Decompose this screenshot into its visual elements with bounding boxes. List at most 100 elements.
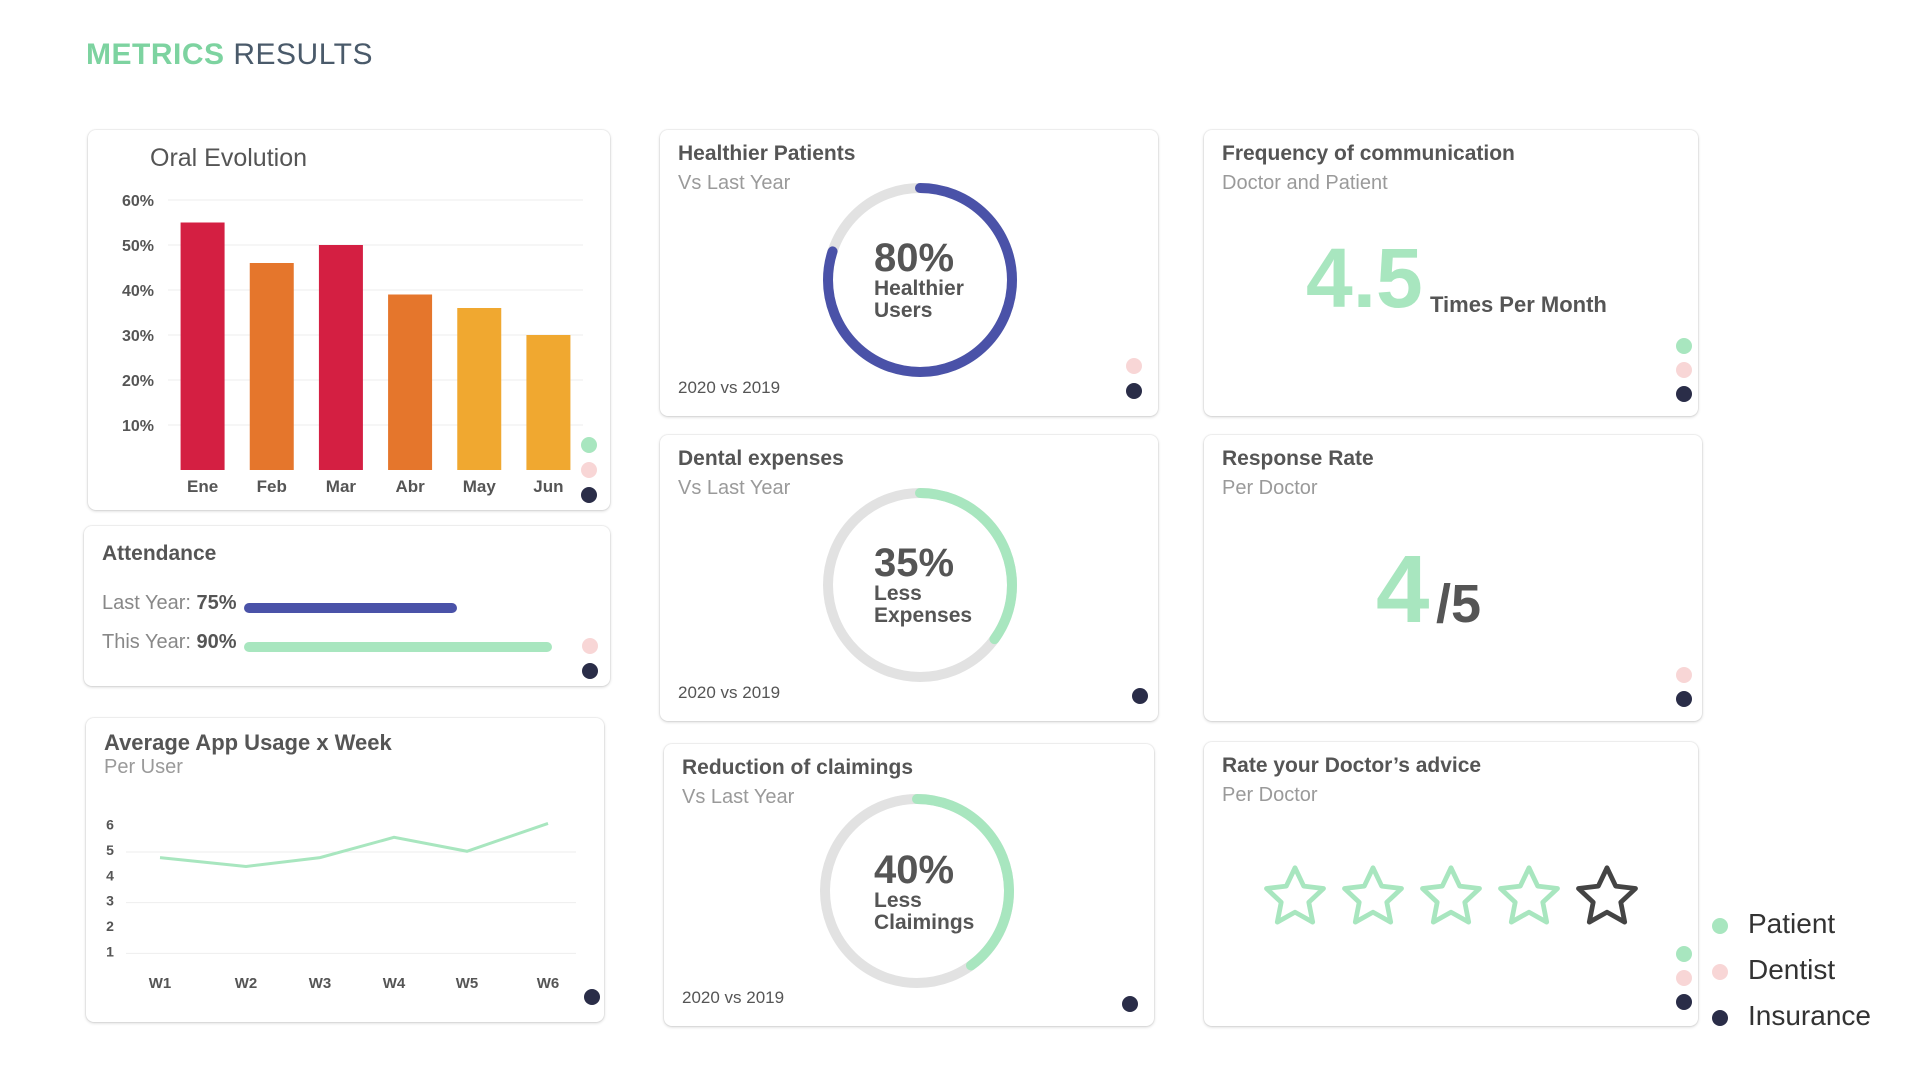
- dental-footer: 2020 vs 2019: [678, 683, 781, 702]
- x-tick-label: W1: [149, 975, 172, 992]
- frequency-title: Frequency of communication: [1222, 142, 1515, 165]
- attendance-card: Attendance Last Year: 75% This Year: 90%: [84, 526, 610, 686]
- dental-label-1: Less: [874, 582, 922, 605]
- attendance-last-year-bar: [244, 603, 458, 613]
- claims-percent: 40%: [874, 848, 955, 892]
- star-shape: [1576, 865, 1638, 925]
- app-usage-line: [159, 821, 549, 868]
- star-icon[interactable]: [1337, 860, 1409, 932]
- star-shape: [1498, 865, 1560, 925]
- star-icon[interactable]: [1415, 860, 1487, 932]
- insurance-dot: [1676, 386, 1692, 402]
- insurance-dot: [584, 989, 600, 1005]
- bar-feb: [249, 263, 294, 470]
- attendance-this-year-label: This Year:: [102, 631, 191, 653]
- dentist-dot: [1676, 970, 1692, 986]
- dental-ring-text: 35% Less Expenses: [874, 543, 972, 627]
- x-tick-label: Jun: [533, 477, 563, 496]
- bar-ene: [180, 222, 225, 470]
- dental-title: Dental expenses: [678, 447, 844, 470]
- ring-progress: [823, 183, 1017, 377]
- attendance-this-year: This Year: 90%: [102, 631, 237, 654]
- response-title: Response Rate: [1222, 447, 1374, 470]
- y-tick-label: 10%: [122, 418, 154, 435]
- bar-may: [457, 308, 502, 470]
- healthier-percent: 80%: [874, 236, 955, 280]
- healthier-footer: 2020 vs 2019: [678, 378, 781, 397]
- healthier-label-2: Users: [874, 299, 933, 322]
- y-tick-label: 1: [106, 943, 114, 959]
- legend-patient-dot: [1712, 918, 1728, 934]
- rating-subtitle: Per Doctor: [1222, 784, 1318, 806]
- healthier-ring-text: 80% Healthier Users: [874, 238, 964, 322]
- dental-label-2: Expenses: [874, 604, 973, 627]
- y-tick-label: 4: [106, 867, 114, 883]
- claims-ring-text: 40% Less Claimings: [874, 850, 974, 934]
- frequency-value: 4.5: [1306, 231, 1423, 325]
- page-title: METRICS RESULTS: [86, 38, 373, 72]
- ring-progress: [820, 794, 1014, 988]
- app-usage-title: Average App Usage x Week: [104, 730, 392, 755]
- insurance-dot: [1122, 996, 1138, 1012]
- star-icon[interactable]: [1259, 860, 1331, 932]
- attendance-last-year-value: 75%: [196, 592, 237, 614]
- response-rate-card: Response Rate Per Doctor 4 /5: [1204, 435, 1702, 721]
- star-icon[interactable]: [1571, 860, 1643, 932]
- dental-percent: 35%: [874, 541, 955, 585]
- y-tick-label: 5: [106, 842, 114, 858]
- bar-jun: [526, 335, 571, 470]
- dental-subtitle: Vs Last Year: [678, 477, 791, 499]
- x-tick-label: W6: [537, 975, 560, 992]
- y-tick-label: 60%: [122, 193, 154, 210]
- oral-evolution-card: Oral Evolution 60% 50% 40% 30% 20% 10% Ene Feb M…: [88, 130, 610, 510]
- x-tick-label: W3: [309, 975, 332, 992]
- insurance-dot: [1126, 383, 1142, 399]
- x-tick-label: W2: [235, 975, 258, 992]
- frequency-unit: Times Per Month: [1430, 292, 1607, 317]
- claims-label-1: Less: [874, 889, 922, 912]
- healthier-title: Healthier Patients: [678, 142, 856, 165]
- claims-ring: [820, 794, 1014, 988]
- page-title-rest: RESULTS: [233, 38, 373, 71]
- dental-ring: [823, 488, 1017, 682]
- healthier-ring: [823, 183, 1017, 377]
- dentist-dot: [1676, 362, 1692, 378]
- bar-abr: [388, 294, 433, 470]
- frequency-subtitle: Doctor and Patient: [1222, 172, 1388, 194]
- legend-dentist-label: Dentist: [1748, 954, 1836, 985]
- legend-patient-label: Patient: [1748, 908, 1836, 939]
- healthier-subtitle: Vs Last Year: [678, 172, 791, 194]
- healthier-patients-card: Healthier Patients Vs Last Year 80% Heal…: [660, 130, 1158, 416]
- insurance-dot: [1676, 691, 1692, 707]
- x-tick-label: W5: [456, 975, 479, 992]
- claims-title: Reduction of claimings: [682, 756, 914, 779]
- claims-label-2: Claimings: [874, 911, 975, 934]
- dentist-dot: [1126, 358, 1142, 374]
- insurance-dot: [581, 487, 597, 503]
- attendance-this-year-value: 90%: [196, 631, 237, 653]
- frequency-card: Frequency of communication Doctor and Pa…: [1204, 130, 1698, 416]
- y-tick-label: 20%: [122, 373, 154, 390]
- star-shape: [1342, 865, 1404, 925]
- star-icon[interactable]: [1493, 860, 1565, 932]
- attendance-title: Attendance: [102, 542, 217, 565]
- y-tick-label: 50%: [122, 238, 154, 255]
- x-tick-label: Abr: [395, 477, 425, 496]
- claimings-card: Reduction of claimings Vs Last Year 40% …: [664, 744, 1154, 1026]
- legend-insurance-label: Insurance: [1748, 1000, 1871, 1031]
- doctor-rating-card: Rate your Doctor’s advice Per Doctor: [1204, 742, 1698, 1026]
- ring-progress: [823, 488, 1017, 682]
- attendance-last-year-label: Last Year:: [102, 592, 191, 614]
- y-tick-label: 30%: [122, 328, 154, 345]
- app-usage-subtitle: Per User: [104, 756, 183, 778]
- oral-evolution-title: Oral Evolution: [150, 144, 308, 172]
- dental-expenses-card: Dental expenses Vs Last Year 35% Less Ex…: [660, 435, 1158, 721]
- app-usage-card: Average App Usage x Week Per User 6 5 4 3 2 1…: [86, 718, 604, 1022]
- page-title-accent: METRICS: [86, 38, 225, 71]
- legend-insurance-dot: [1712, 1010, 1728, 1026]
- star-shape: [1420, 865, 1482, 925]
- rating-title: Rate your Doctor’s advice: [1222, 754, 1482, 777]
- healthier-label-1: Healthier: [874, 277, 964, 300]
- dentist-dot: [581, 462, 597, 478]
- star-shape: [1264, 865, 1326, 925]
